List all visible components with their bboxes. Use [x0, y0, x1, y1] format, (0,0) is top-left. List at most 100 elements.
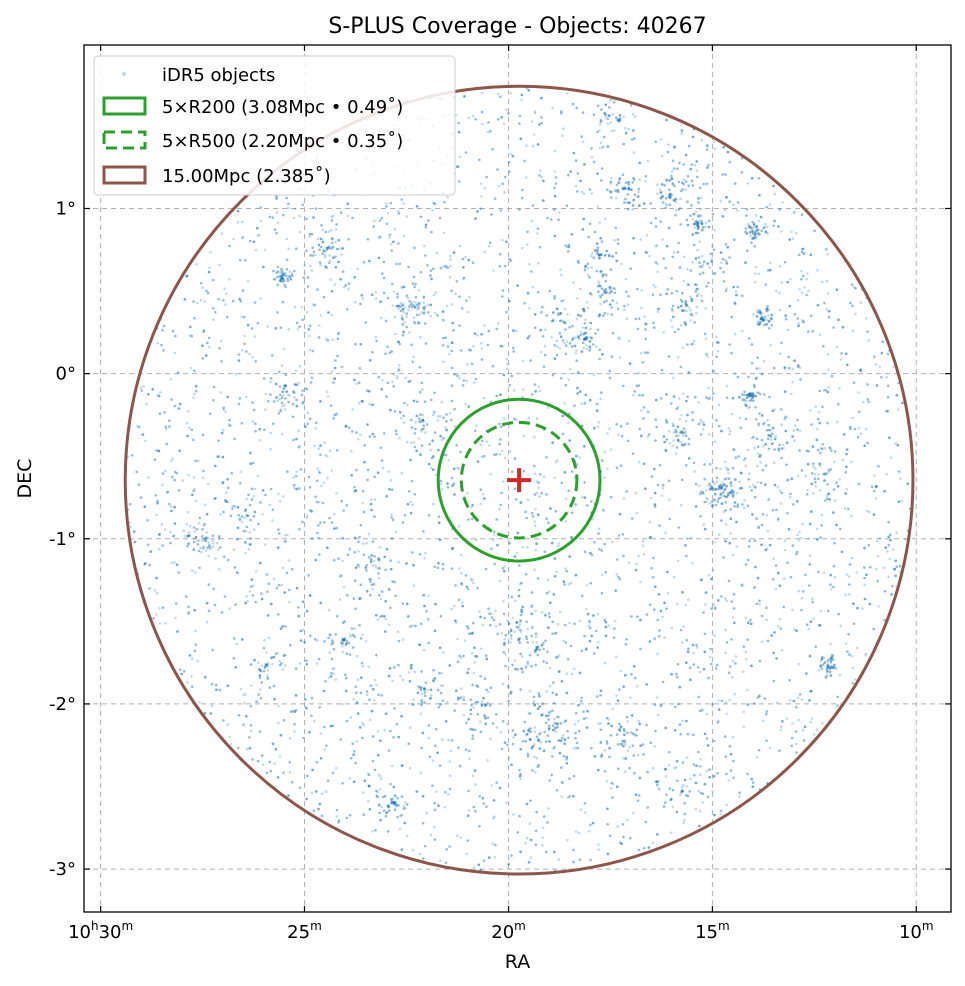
scatter-point: [301, 389, 304, 393]
scatter-point: [797, 589, 801, 593]
scatter-point: [828, 667, 832, 670]
scatter-point: [377, 236, 381, 239]
scatter-point: [512, 389, 516, 392]
scatter-point: [397, 210, 400, 213]
scatter-point: [584, 264, 588, 268]
scatter-point: [631, 112, 635, 116]
scatter-point: [355, 382, 359, 386]
scatter-point: [850, 460, 853, 464]
scatter-point: [654, 225, 658, 228]
scatter-point: [482, 696, 485, 700]
scatter-point: [312, 216, 315, 219]
scatter-point: [185, 421, 189, 425]
scatter-point: [282, 495, 285, 498]
scatter-point: [682, 178, 686, 181]
scatter-point: [631, 204, 635, 207]
scatter-point: [582, 309, 586, 313]
scatter-point: [409, 441, 413, 445]
scatter-point: [539, 350, 543, 354]
scatter-point: [249, 451, 252, 455]
scatter-point: [630, 714, 634, 717]
scatter-point: [700, 372, 703, 375]
scatter-point: [448, 774, 452, 778]
scatter-point: [581, 140, 585, 144]
scatter-point: [774, 587, 778, 591]
scatter-point: [327, 311, 330, 314]
scatter-point: [566, 421, 570, 425]
scatter-point: [526, 732, 529, 736]
scatter-point: [836, 485, 840, 488]
scatter-point: [259, 219, 263, 223]
scatter-point: [585, 343, 588, 347]
scatter-point: [723, 208, 727, 212]
scatter-point: [354, 300, 357, 304]
scatter-point: [634, 568, 638, 572]
scatter-point: [243, 334, 246, 338]
scatter-point: [427, 303, 430, 307]
scatter-point: [823, 661, 827, 664]
scatter-point: [536, 647, 540, 651]
scatter-point: [526, 336, 530, 340]
scatter-point: [607, 718, 610, 721]
scatter-point: [276, 651, 280, 655]
scatter-point: [520, 93, 524, 97]
scatter-point: [734, 655, 738, 658]
scatter-point: [847, 575, 851, 578]
scatter-point: [732, 203, 735, 206]
scatter-point: [815, 428, 819, 431]
scatter-point: [359, 596, 363, 600]
scatter-point: [841, 326, 845, 329]
scatter-point: [326, 476, 329, 480]
scatter-point: [280, 275, 283, 278]
scatter-point: [318, 324, 321, 327]
scatter-point: [668, 196, 671, 199]
scatter-point: [554, 727, 557, 730]
scatter-point: [815, 438, 819, 442]
scatter-point: [364, 640, 368, 643]
scatter-point: [535, 756, 539, 760]
scatter-point: [724, 501, 728, 505]
scatter-point: [265, 651, 268, 654]
scatter-point: [536, 707, 540, 710]
scatter-point: [252, 240, 256, 244]
scatter-point: [731, 659, 735, 663]
scatter-point: [563, 341, 566, 345]
scatter-point: [466, 671, 469, 674]
scatter-point: [379, 300, 382, 304]
scatter-point: [574, 746, 578, 749]
scatter-point: [369, 560, 373, 564]
scatter-point: [147, 393, 150, 396]
scatter-point: [437, 521, 441, 524]
scatter-point: [337, 331, 340, 335]
scatter-point: [800, 596, 804, 600]
scatter-point: [674, 208, 678, 212]
scatter-point: [618, 356, 622, 359]
scatter-point: [565, 497, 568, 501]
scatter-point: [807, 289, 810, 293]
scatter-point: [531, 745, 535, 748]
scatter-point: [192, 548, 195, 551]
scatter-point: [503, 638, 506, 641]
scatter-point: [384, 352, 387, 356]
scatter-point: [283, 384, 287, 387]
scatter-point: [657, 788, 661, 791]
scatter-point: [183, 535, 187, 538]
scatter-point: [686, 413, 689, 417]
scatter-point: [305, 387, 308, 391]
scatter-point: [828, 667, 832, 671]
scatter-point: [535, 417, 539, 421]
scatter-point: [700, 578, 703, 582]
scatter-point: [453, 425, 457, 428]
scatter-point: [439, 684, 443, 687]
scatter-point: [633, 251, 636, 255]
scatter-point: [502, 480, 505, 483]
scatter-point: [392, 290, 396, 294]
scatter-point: [163, 528, 167, 531]
scatter-point: [864, 427, 868, 431]
scatter-point: [527, 416, 531, 420]
scatter-point: [705, 712, 709, 716]
scatter-point: [460, 687, 463, 690]
scatter-point: [205, 512, 209, 516]
scatter-point: [857, 426, 861, 430]
scatter-point: [245, 497, 248, 501]
